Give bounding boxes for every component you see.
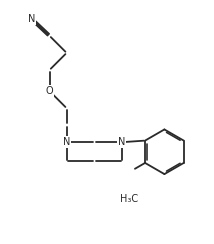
Text: N: N: [118, 137, 126, 147]
Text: H₃C: H₃C: [120, 193, 138, 203]
Text: O: O: [46, 86, 54, 96]
Text: N: N: [28, 14, 35, 24]
Text: N: N: [63, 137, 70, 147]
